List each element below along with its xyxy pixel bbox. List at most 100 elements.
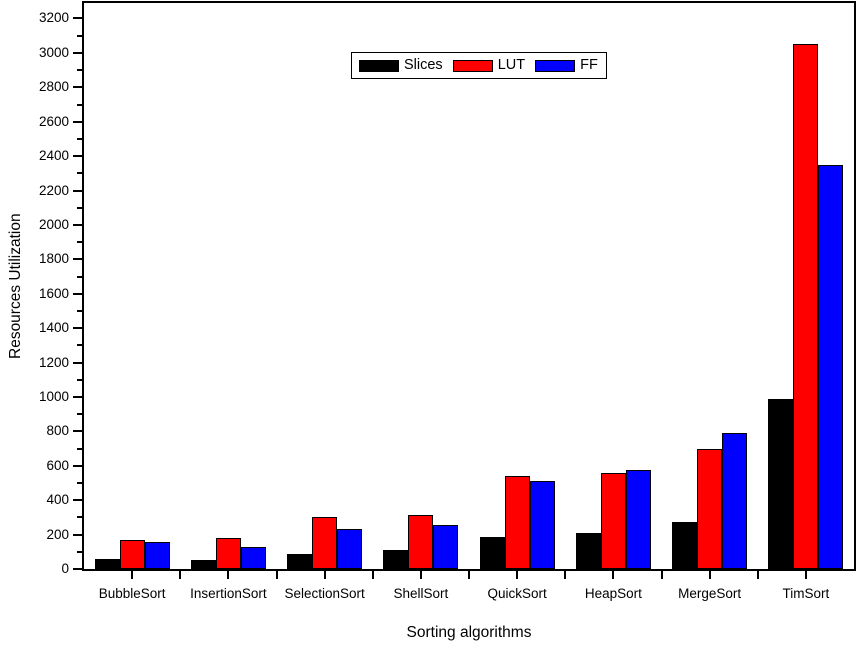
bar-ff-bubblesort	[144, 542, 170, 569]
bar-slices-heapsort	[575, 533, 601, 569]
y-major-tick	[73, 17, 84, 20]
y-tick-label: 2800	[38, 79, 69, 95]
bar-lut-heapsort	[600, 473, 626, 569]
y-major-tick	[73, 499, 84, 502]
legend: Slices LUT FF	[351, 52, 607, 79]
y-tick-label: 0	[61, 561, 69, 576]
bar-ff-heapsort	[625, 470, 651, 569]
y-minor-tick	[77, 172, 84, 175]
x-category-label: HeapSort	[584, 586, 642, 601]
legend-label: FF	[580, 57, 598, 73]
y-minor-tick	[77, 481, 84, 484]
bar-slices-quicksort	[479, 537, 505, 569]
y-minor-tick	[77, 69, 84, 72]
x-category-label: MergeSort	[678, 586, 742, 601]
bar-lut-quicksort	[504, 476, 530, 569]
y-axis-title: Resources Utilization	[7, 213, 24, 359]
y-minor-tick	[77, 275, 84, 278]
legend-swatch-ff	[535, 59, 576, 72]
x-boundary-tick	[564, 571, 567, 579]
legend-label: Slices	[404, 57, 443, 73]
y-tick-label: 2200	[38, 182, 69, 198]
y-minor-tick	[77, 309, 84, 312]
x-category-label: QuickSort	[487, 586, 547, 601]
bar-ff-timsort	[818, 165, 844, 569]
x-category-tick	[131, 571, 134, 579]
y-major-tick	[73, 361, 84, 364]
y-tick-label: 3200	[38, 10, 69, 26]
y-minor-tick	[77, 206, 84, 209]
y-minor-tick	[77, 344, 84, 347]
x-category-tick	[612, 571, 615, 579]
y-minor-tick	[77, 137, 84, 140]
y-major-tick	[73, 86, 84, 89]
x-category-tick	[323, 571, 326, 579]
y-major-tick	[73, 533, 84, 536]
x-category-tick	[708, 571, 711, 579]
y-tick-label: 1200	[38, 354, 69, 370]
y-minor-tick	[77, 413, 84, 416]
x-boundary-tick	[371, 571, 374, 579]
y-tick-label: 2400	[38, 148, 69, 164]
x-boundary-tick	[660, 571, 663, 579]
y-major-tick	[73, 120, 84, 123]
bar-slices-mergesort	[672, 522, 698, 569]
bar-lut-timsort	[793, 44, 819, 569]
y-major-tick	[73, 51, 84, 54]
x-boundary-tick	[468, 571, 470, 579]
y-tick-label: 200	[46, 526, 69, 542]
x-category-label: ShellSort	[393, 586, 449, 601]
y-tick-label: 1800	[38, 251, 69, 267]
bar-ff-insertionsort	[240, 547, 266, 569]
bar-slices-bubblesort	[94, 559, 120, 569]
y-tick-label: 1000	[38, 388, 69, 404]
y-tick-label: 400	[46, 492, 69, 508]
bar-slices-insertionsort	[190, 560, 216, 569]
x-category-tick	[804, 571, 807, 579]
x-boundary-tick	[179, 571, 182, 579]
bar-lut-selectionsort	[312, 517, 338, 569]
x-boundary-tick	[756, 571, 759, 579]
y-major-tick	[73, 395, 84, 398]
bar-ff-selectionsort	[337, 529, 363, 569]
x-category-label: BubbleSort	[98, 586, 166, 601]
legend-item-ff: FF	[535, 52, 598, 79]
y-major-tick	[73, 155, 84, 158]
legend-swatch-lut	[452, 59, 493, 72]
x-axis-title: Sorting algorithms	[406, 624, 532, 641]
y-tick-label: 1600	[38, 285, 69, 301]
x-category-label: InsertionSort	[190, 586, 267, 601]
y-minor-tick	[77, 103, 84, 106]
y-major-tick	[73, 568, 84, 570]
bar-lut-shellsort	[408, 515, 434, 569]
y-tick-label: 3000	[38, 44, 69, 60]
y-major-tick	[73, 223, 84, 226]
legend-item-slices: Slices	[359, 52, 453, 79]
bar-slices-selectionsort	[287, 554, 313, 569]
x-category-tick	[419, 571, 422, 579]
y-tick-label: 2600	[38, 113, 69, 129]
y-tick-label: 1400	[38, 320, 69, 336]
y-major-tick	[73, 327, 84, 330]
x-category-tick	[516, 571, 519, 579]
y-major-tick	[73, 189, 84, 192]
y-minor-tick	[77, 241, 84, 244]
y-major-tick	[73, 258, 84, 261]
bar-slices-timsort	[768, 399, 794, 569]
bar-lut-bubblesort	[119, 540, 145, 569]
y-major-tick	[73, 292, 84, 295]
bar-lut-mergesort	[697, 449, 723, 569]
y-minor-tick	[77, 550, 84, 553]
y-major-tick	[73, 430, 84, 433]
x-category-label: TimSort	[782, 586, 830, 601]
legend-label: LUT	[497, 57, 526, 73]
x-category-label: SelectionSort	[284, 586, 365, 601]
y-minor-tick	[77, 447, 84, 450]
bar-ff-shellsort	[433, 525, 459, 569]
y-minor-tick	[77, 516, 84, 519]
bar-ff-quicksort	[529, 481, 555, 569]
bar-ff-mergesort	[722, 433, 748, 569]
legend-item-lut: LUT	[452, 52, 535, 79]
legend-swatch-slices	[359, 59, 399, 72]
